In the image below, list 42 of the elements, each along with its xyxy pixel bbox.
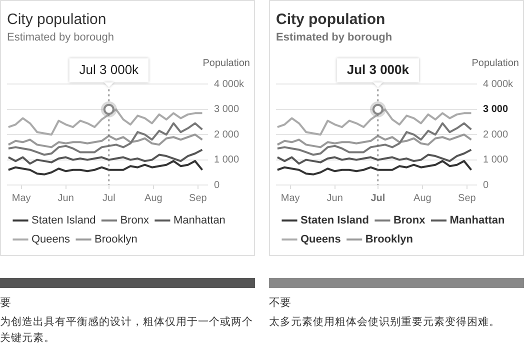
legend-label: Bronx [393,214,426,227]
text: 为创造出具有平衡感的设计，粗体仅用于一个或两个关键元素。 [0,315,254,346]
legend-label: Manhattan [450,214,506,227]
y-tick-label: 4 000k [214,78,245,90]
x-tick-label: Aug [144,192,162,204]
y-tick-label: 0 [214,180,220,191]
y-tick-label: 4 000k [482,78,514,90]
y-tick-label: 1 000 [214,154,240,166]
y-tick-label: 3 000 [482,104,508,116]
y-axis-title: Population [472,58,519,69]
text: 太多元素使用粗体会使识别重要元素变得困难。 [269,315,501,330]
text: 不要 [269,295,292,311]
y-tick-label: 3 000 [214,104,240,116]
annotation: Jul 3 000k [346,62,410,77]
chart-subtitle: Estimated by borough [7,32,114,44]
legend-label: Brooklyn [94,234,138,246]
x-tick-label: May [280,192,300,204]
legend-label: Bronx [120,214,150,227]
legend-label: Queens [300,234,341,246]
annotation: Jul 3 000k [79,62,140,77]
x-tick-label: Jul [370,192,386,204]
x-tick-label: May [12,192,31,204]
y-tick-label: 1 000 [482,154,508,166]
legend-label: Queens [32,234,71,246]
legend-label: Staten Island [300,214,369,227]
chart-subtitle: Estimated by borough [276,32,392,44]
x-tick-label: Jun [58,192,74,204]
y-tick-label: 2 000 [482,129,508,140]
y-axis-title: Population [202,58,250,69]
x-tick-label: Sep [458,192,476,204]
y-tick-label: 2 000 [214,129,240,140]
x-tick-label: Jun [326,192,343,204]
chart-title: City population [7,11,106,28]
x-tick-label: Aug [414,192,432,204]
legend-label: Staten Island [32,214,96,227]
text: 要 [0,295,12,311]
legend-label: Manhattan [173,214,226,227]
x-tick-label: Jul [102,192,116,204]
chart-title: City population [276,11,386,28]
x-tick-label: Sep [189,192,208,204]
legend-label: Brooklyn [365,234,414,246]
y-tick-label: 0 [482,180,489,191]
